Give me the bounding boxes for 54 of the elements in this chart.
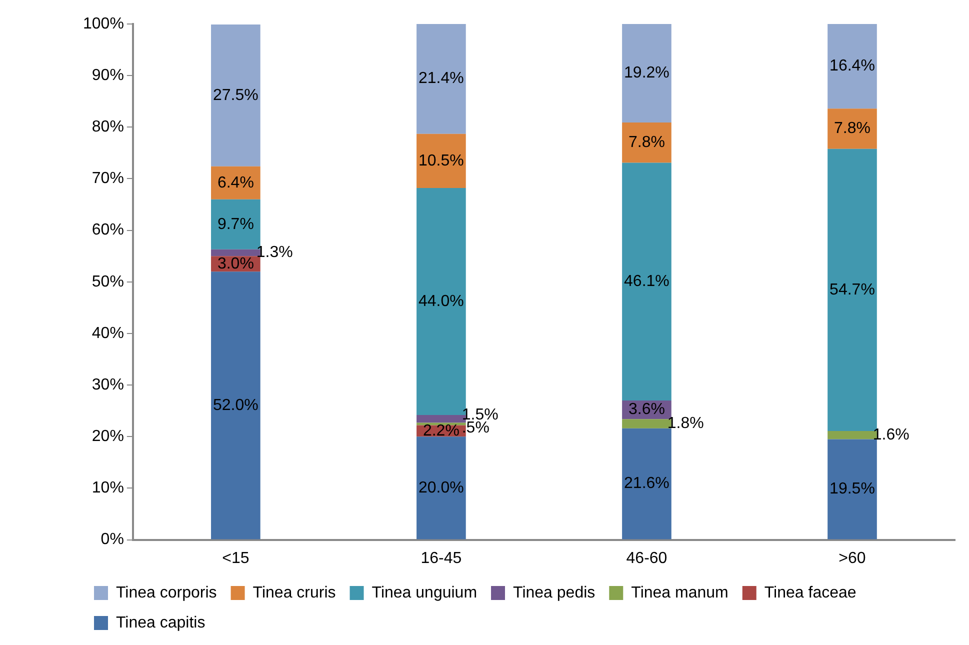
data-label: 16.4% — [830, 58, 875, 75]
y-tick-label: 0% — [100, 531, 124, 548]
data-label: 54.7% — [830, 281, 875, 298]
data-label: 46.1% — [624, 273, 670, 290]
data-label: 7.8% — [628, 134, 665, 152]
y-tick-label: 10% — [92, 480, 124, 497]
bar — [211, 166, 260, 200]
bar — [622, 122, 672, 163]
y-tick-label: 100% — [83, 15, 124, 32]
bar — [622, 24, 672, 123]
data-label: 21.6% — [624, 475, 670, 492]
y-tick-label: 60% — [92, 222, 124, 239]
y-tick-label: 50% — [92, 273, 124, 290]
y-tick-label: 90% — [92, 66, 124, 84]
legend-label: Tinea cruris — [252, 584, 336, 602]
x-tick-label: 46-60 — [626, 550, 668, 567]
data-label: 21.4% — [418, 70, 464, 88]
data-label: 3.6% — [628, 401, 665, 418]
x-tick-label: <15 — [222, 550, 250, 567]
bar — [211, 272, 260, 540]
data-label: 10.5% — [418, 152, 464, 170]
data-label: 2.2% — [422, 422, 460, 440]
bar — [622, 428, 672, 540]
x-tick-label: >60 — [838, 550, 866, 567]
bar — [828, 439, 877, 540]
bar — [828, 108, 877, 149]
legend-label: Tinea pedis — [513, 584, 596, 602]
data-label: 52.0% — [212, 396, 258, 414]
bar — [416, 134, 466, 188]
data-label: 7.8% — [834, 120, 870, 138]
legend-label: Tinea unguium — [372, 584, 478, 602]
legend-label: Tinea manum — [631, 584, 728, 602]
bar — [622, 162, 672, 401]
bar — [211, 24, 260, 166]
y-tick-label: 70% — [92, 170, 124, 188]
y-tick-label: 80% — [92, 118, 124, 136]
data-label: 3.0% — [217, 255, 254, 272]
data-label: 27.5% — [212, 86, 258, 104]
data-label: 19.2% — [624, 64, 670, 82]
data-label: 19.5% — [830, 480, 875, 498]
bar — [416, 24, 466, 134]
legend-label: Tinea corporis — [116, 584, 217, 602]
y-tick-label: 40% — [92, 324, 124, 342]
legend-label: Tinea capitis — [116, 614, 206, 632]
data-label: 20.0% — [418, 479, 464, 496]
bar — [416, 436, 466, 540]
y-tick-label: 20% — [92, 428, 124, 446]
data-label: 9.7% — [217, 216, 254, 233]
y-tick-label: 30% — [92, 376, 124, 394]
x-tick-label: 16-45 — [420, 550, 462, 567]
legend-label: Tinea faceae — [764, 584, 856, 602]
data-label: 6.4% — [217, 174, 254, 192]
data-label: 44.0% — [418, 292, 464, 310]
bar — [828, 24, 877, 109]
